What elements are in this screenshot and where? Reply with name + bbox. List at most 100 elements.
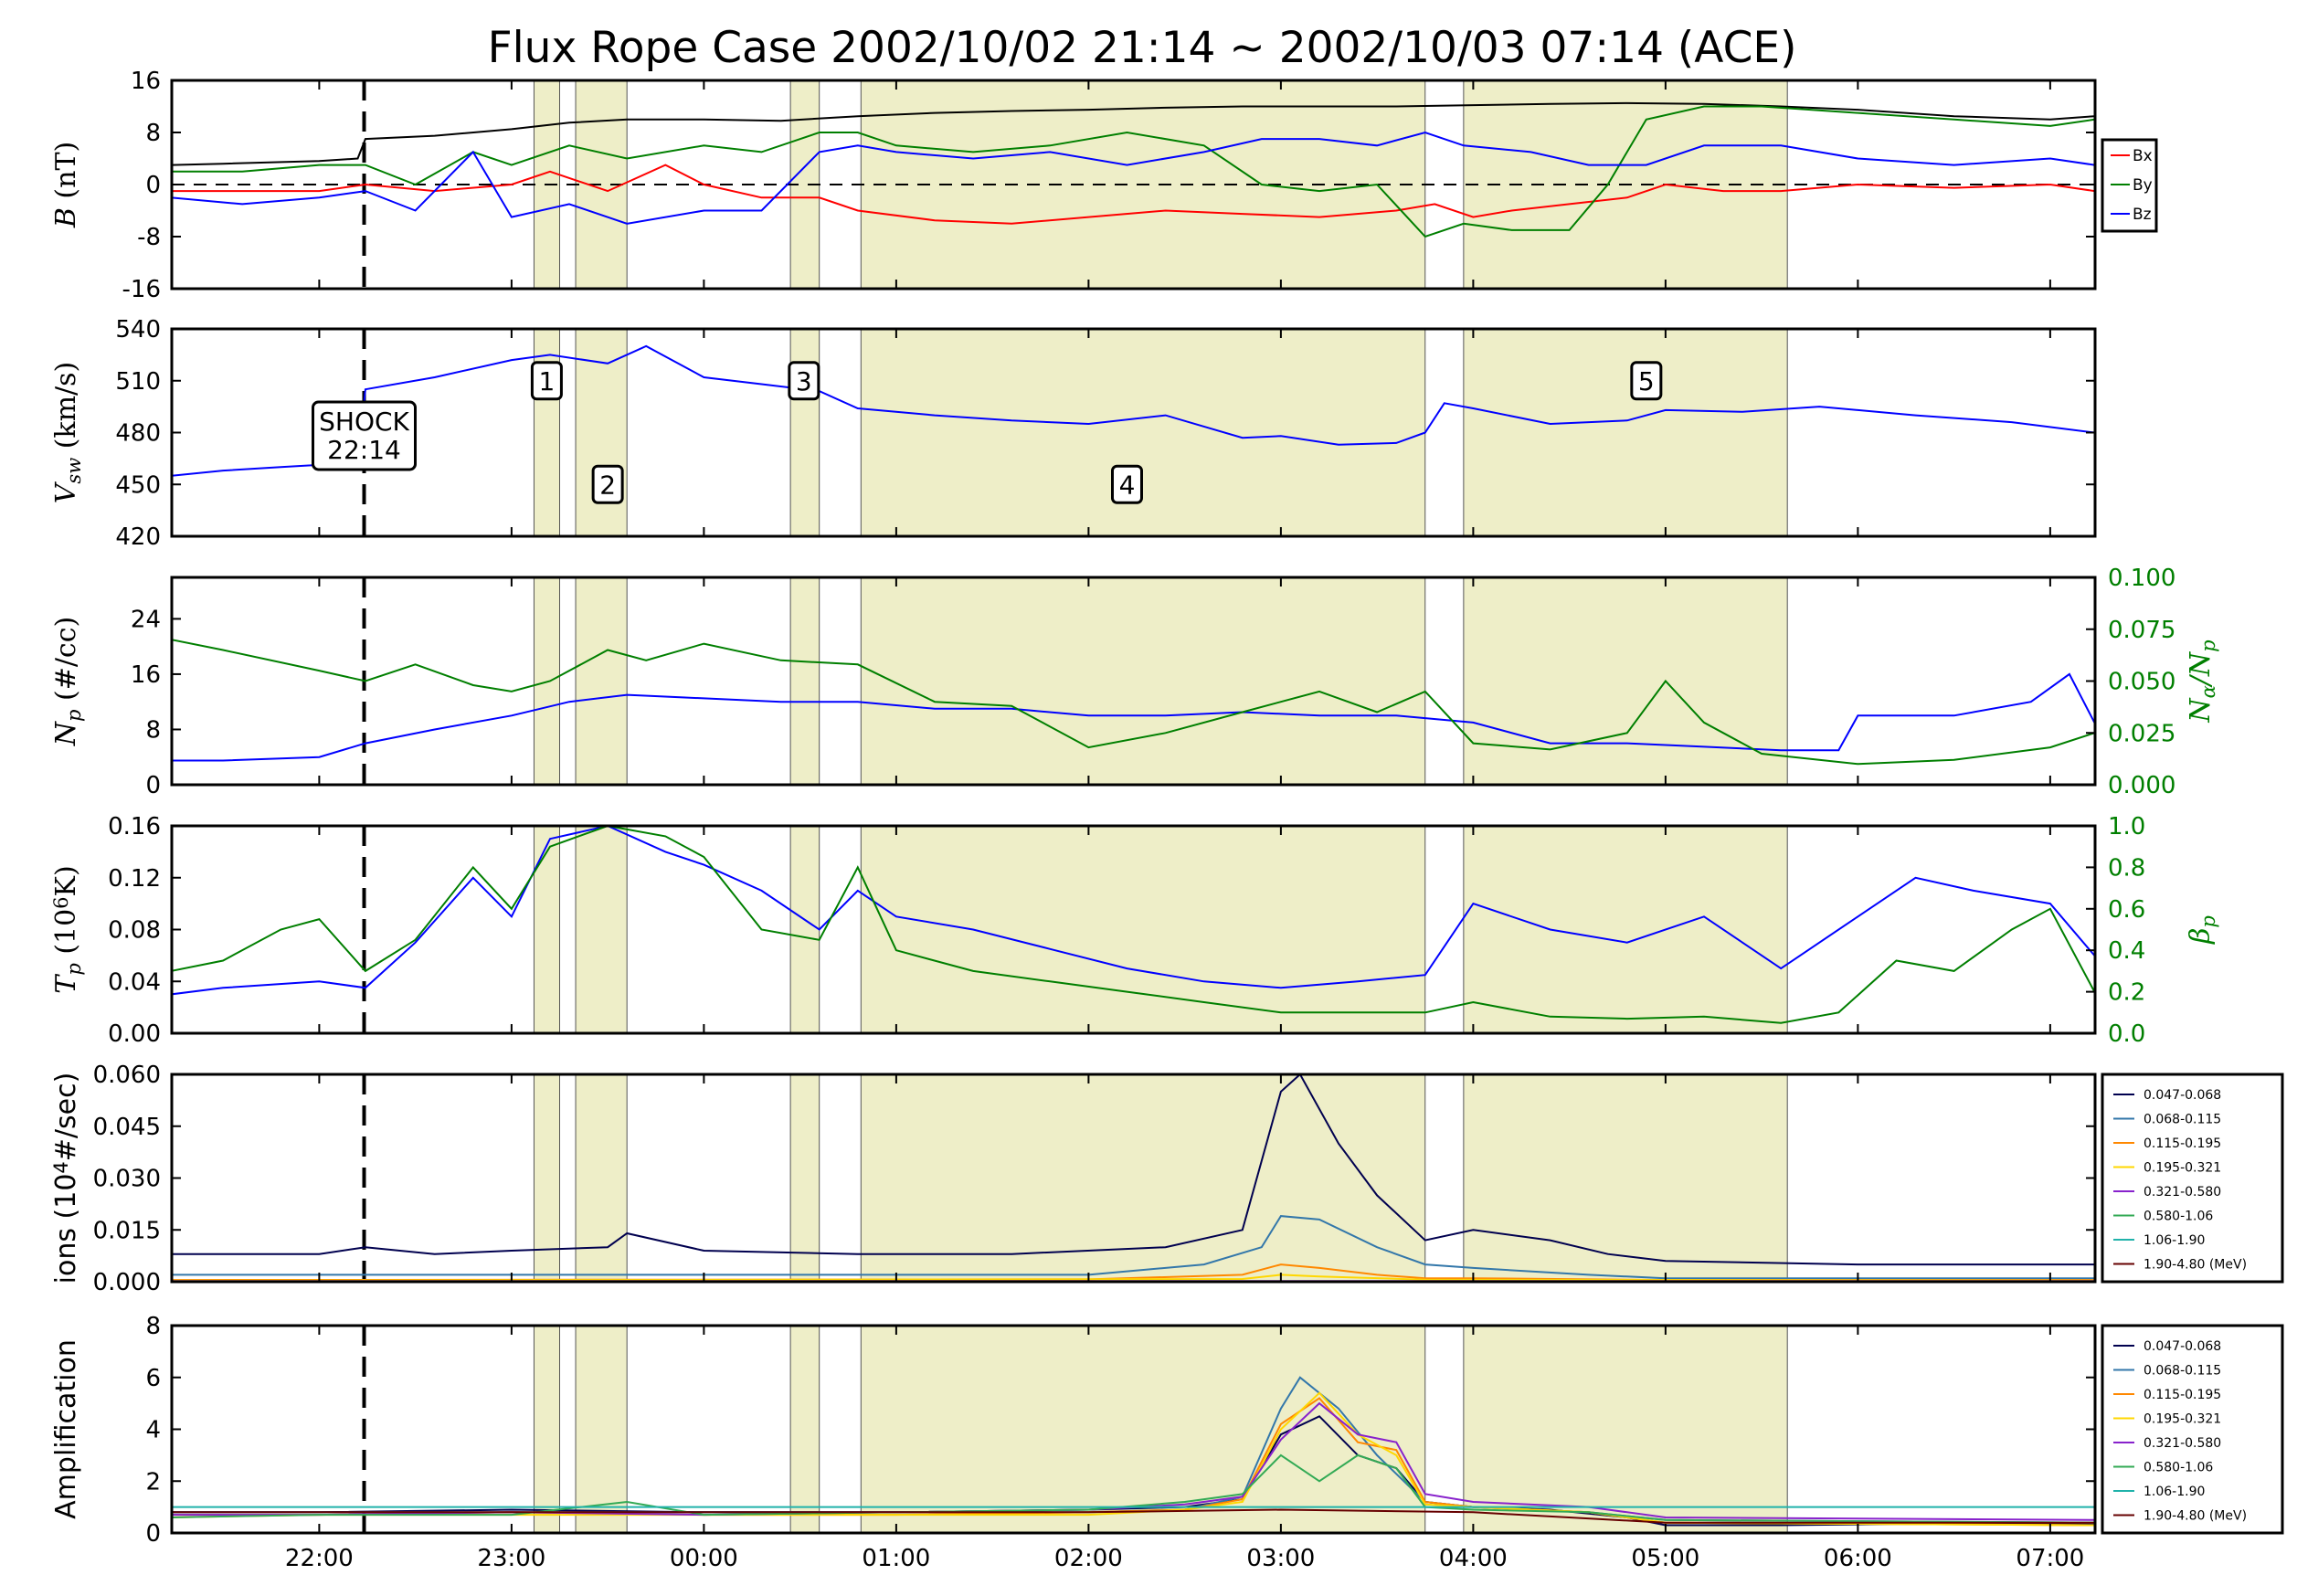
y-axis-label: ions (104#/sec): [50, 1073, 82, 1284]
y2-tick-label: 0.025: [2108, 720, 2175, 747]
shaded-interval-4: [860, 825, 1426, 1034]
shaded-interval-3: [789, 825, 820, 1034]
shaded-interval-3: [789, 576, 820, 786]
y-axis-label-part: p: [63, 963, 85, 975]
legend-label: 1.90-4.80 (MeV): [2144, 1258, 2247, 1273]
y-tick-label: 480: [115, 420, 161, 448]
y2-tick-label: 0.000: [2108, 772, 2175, 799]
y-tick-label: 0.030: [93, 1166, 161, 1193]
y-tick-label: 16: [131, 661, 161, 689]
ylabel-4: ions (104#/sec): [50, 1073, 82, 1284]
shaded-interval-2: [575, 1073, 628, 1283]
y-axis-label-part: ions (10: [50, 1174, 82, 1284]
y-tick-label: 8: [145, 716, 161, 744]
region-label-box: [788, 361, 820, 401]
shaded-interval-4: [860, 1325, 1426, 1534]
y-axis-label-part: (#/cc): [50, 617, 82, 710]
y-axis-label-part: (km/s): [50, 362, 82, 458]
y-tick-label: 24: [131, 606, 161, 633]
y-tick-label: -8: [137, 224, 161, 251]
y-axis-label-part: V: [50, 481, 82, 503]
panel-3: 0.16 0.12 0.08 0.04 0.00 1.0 0.8 0.6 0.4 0.2 0.0: [108, 813, 2145, 1048]
legend-label: 0.580-1.06: [2144, 1210, 2213, 1224]
shaded-interval-5: [1463, 825, 1788, 1034]
x-tick-label: 00:00: [670, 1545, 738, 1572]
y2-tick-label: 0.8: [2108, 854, 2145, 882]
y-axis-label-part: 6: [50, 896, 72, 908]
series-By: [172, 105, 2095, 238]
y-tick-label: 6: [145, 1365, 161, 1392]
series-Np: [172, 672, 2095, 762]
series-Bz: [172, 131, 2095, 225]
y2-axis-label-part: N: [2185, 697, 2217, 724]
y-tick-label: 8: [145, 120, 161, 147]
series-Tp: [172, 826, 2095, 996]
shaded-interval-1: [533, 1073, 561, 1283]
panel-4: 0.060 0.045 0.030 0.015 0.000 0.047-0.068 0.06…: [93, 1062, 2284, 1296]
panel-2: 24 16 8 0 0.100 0.075 0.050 0.025 0.000: [131, 565, 2176, 799]
region-label-text: 1: [538, 366, 555, 396]
y-axis-label-part: N: [50, 720, 82, 746]
ylabel-3: Tp (106K): [50, 865, 86, 993]
y-tick-label: 450: [115, 471, 161, 499]
region-label-box: [591, 464, 624, 504]
legend-label: By: [2133, 176, 2153, 195]
shaded-interval-5: [1463, 576, 1788, 786]
legend-label: 0.115-0.195: [2144, 1136, 2221, 1151]
y-tick-label: 2: [145, 1468, 161, 1496]
y-axis-label: Vsw (km/s): [50, 362, 85, 504]
y2-tick-label: 0.050: [2108, 669, 2175, 696]
y-tick-label: 0: [145, 772, 161, 799]
x-tick-label: 03:00: [1246, 1545, 1315, 1572]
legend-label: 0.195-0.321: [2144, 1412, 2221, 1427]
y-axis-label-part: Amplification: [50, 1339, 82, 1519]
y-tick-label: 0.000: [93, 1269, 161, 1296]
legend-label: 0.580-1.06: [2144, 1461, 2213, 1475]
series-0-580-1-06: [172, 1453, 2095, 1524]
ylabel2-3: βp: [2185, 915, 2219, 945]
legend-label: 0.068-0.115: [2144, 1113, 2221, 1127]
y-tick-label: 4: [145, 1417, 161, 1444]
ylabel-0: B (nT): [50, 142, 82, 228]
y-axis-label: Tp (106K): [50, 865, 86, 993]
y-axis-label-part: (nT): [50, 142, 82, 207]
figure-title: Flux Rope Case 2002/10/02 21:14 ~ 2002/1…: [488, 23, 1797, 73]
region-label-4: 4: [1110, 464, 1143, 504]
y2-tick-label: 0.0: [2108, 1020, 2145, 1048]
shaded-interval-3: [789, 1325, 820, 1534]
legend-label: 0.047-0.068: [2144, 1088, 2221, 1103]
series-0-068-0-115: [172, 1215, 2095, 1280]
y-tick-label: 0: [145, 172, 161, 199]
region-label-text: 4: [1119, 470, 1136, 500]
shock-label-box: [312, 400, 417, 471]
y-tick-label: 16: [131, 68, 161, 95]
y-axis-label-part: K): [50, 865, 82, 896]
ylabel2-2: Nα/Np: [2185, 639, 2219, 723]
y2-axis-label-part: α: [2197, 685, 2219, 698]
y-tick-label: 0.060: [93, 1062, 161, 1089]
y-axis-label: Np (#/cc): [50, 617, 85, 747]
y2-tick-label: 0.100: [2108, 565, 2175, 592]
shaded-interval-3: [789, 1073, 820, 1283]
region-label-3: 3: [788, 361, 820, 401]
y-axis-label-part: 4: [50, 1161, 72, 1173]
shaded-interval-5: [1463, 1073, 1788, 1283]
y-tick-label: 0.16: [108, 813, 161, 840]
legend-label: Bz: [2133, 206, 2152, 224]
legend-label: 0.115-0.195: [2144, 1388, 2221, 1402]
region-label-text: 5: [1638, 366, 1655, 396]
y2-axis-label-part: β: [2185, 928, 2217, 945]
y2-axis-label: βp: [2185, 915, 2219, 945]
ylabel-2: Np (#/cc): [50, 617, 85, 747]
x-tick-label: 22:00: [285, 1545, 354, 1572]
series-Bx: [172, 164, 2095, 225]
ylabel-1: Vsw (km/s): [50, 362, 85, 504]
y2-tick-label: 0.2: [2108, 979, 2145, 1007]
y2-tick-label: 1.0: [2108, 813, 2145, 840]
x-tick-label: 07:00: [2016, 1545, 2084, 1572]
y-tick-label: 0.12: [108, 865, 161, 893]
y-axis-label-part: (10: [50, 909, 82, 963]
